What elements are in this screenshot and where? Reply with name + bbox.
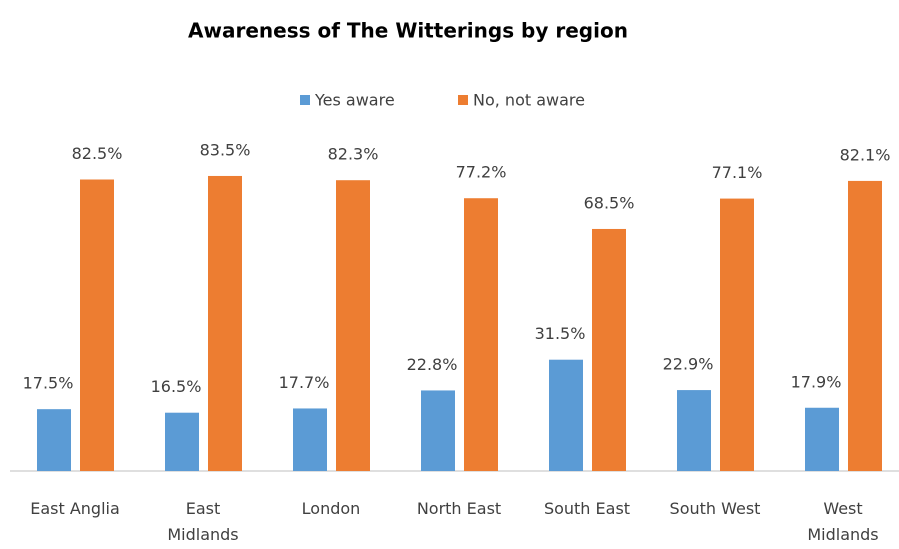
- value-label: 82.3%: [328, 145, 379, 164]
- bar: [464, 198, 498, 471]
- value-label: 22.9%: [663, 355, 714, 374]
- value-label: 31.5%: [535, 324, 586, 343]
- value-label: 68.5%: [584, 193, 635, 212]
- bar: [549, 359, 583, 471]
- bar: [421, 390, 455, 471]
- value-label: 77.1%: [712, 163, 763, 182]
- legend-label: No, not aware: [473, 91, 585, 110]
- x-tick-label: East Midlands: [167, 499, 239, 544]
- bar: [80, 179, 114, 471]
- bar: [37, 409, 71, 471]
- bar: [720, 198, 754, 471]
- value-label: 17.9%: [791, 372, 842, 391]
- value-label: 16.5%: [151, 377, 202, 396]
- chart-title: Awareness of The Witterings by region: [188, 19, 628, 43]
- x-tick-label: South West: [669, 499, 761, 518]
- bar: [293, 408, 327, 471]
- value-label: 17.7%: [279, 373, 330, 392]
- value-label: 82.1%: [840, 145, 891, 164]
- bar: [677, 390, 711, 471]
- value-label: 17.5%: [23, 374, 74, 393]
- value-label: 77.2%: [456, 163, 507, 182]
- x-tick-label: East Anglia: [30, 499, 120, 518]
- bar: [336, 180, 370, 471]
- value-label: 82.5%: [72, 144, 123, 163]
- bar: [848, 180, 882, 471]
- bar: [165, 412, 199, 471]
- legend-label: Yes aware: [314, 91, 395, 110]
- legend-swatch: [458, 95, 468, 105]
- x-tick-label: North East: [416, 499, 502, 518]
- value-label: 83.5%: [200, 140, 251, 159]
- bar: [805, 407, 839, 471]
- x-tick-label: London: [301, 499, 361, 518]
- bar: [208, 175, 242, 471]
- value-label: 22.8%: [407, 355, 458, 374]
- legend-swatch: [300, 95, 310, 105]
- bar: [592, 228, 626, 471]
- x-tick-label: West Midlands: [807, 499, 879, 544]
- x-tick-label: South East: [543, 499, 631, 518]
